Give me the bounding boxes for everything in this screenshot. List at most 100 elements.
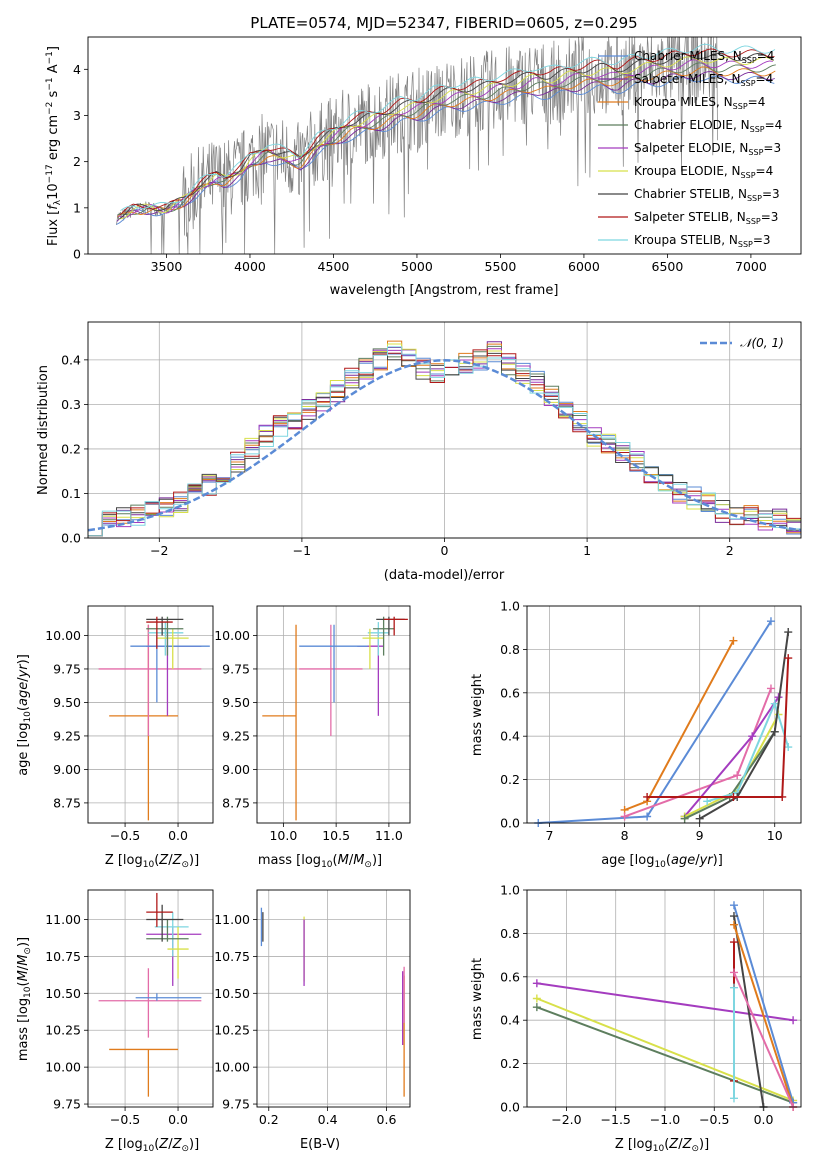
x-tick-label: 0.0 <box>168 828 188 843</box>
spectrum-ylabel: Flux [fλ10−17 erg cm−2 s−1 A−1] <box>45 46 63 246</box>
y-tick-label: 10.25 <box>45 1023 81 1038</box>
axes-frame <box>87 605 214 824</box>
x-tick-label: 7000 <box>735 259 767 274</box>
residual-grid: −2 −1 0 1 2 0.0 0.1 0.2 0.3 0.4 <box>61 322 801 558</box>
mass-ebv-panel: 0.2 0.4 0.6 9.75 10.00 10.25 10.50 10.75 11.00 E… <box>214 889 411 1152</box>
model-spectrum-line <box>117 66 776 218</box>
y-tick-label: 9.75 <box>53 661 81 676</box>
y-tick-label: 11.00 <box>214 912 250 927</box>
weight-z-panel: −2.0 −1.5 −1.0 −0.5 0.0 0.0 0.2 0.4 0.6 0.8 1.0 Z … <box>470 883 802 1154</box>
axes-frame <box>87 889 214 1108</box>
weight-line <box>733 972 795 1108</box>
legend-label: Kroupa STELIB, NSSP=3 <box>634 233 771 249</box>
weight-marker <box>729 912 738 921</box>
y-tick-label: 10.75 <box>45 949 81 964</box>
y-tick-label: 9.25 <box>222 728 250 743</box>
spectrum-ticks: 3500 4000 4500 5000 5500 6000 6500 7000 0 1 2 3 4 <box>73 62 767 274</box>
age-z-panel: −0.5 0.0 8.75 9.00 9.25 9.50 9.75 10.00 Z [log1… <box>16 605 214 870</box>
legend-normal-label: 𝒩(0, 1) <box>740 336 784 350</box>
mass-z-ylabel: mass [log10(M/M⊙)] <box>16 937 33 1061</box>
weight-line <box>733 915 765 1108</box>
x-tick-label: 0.0 <box>168 1112 188 1127</box>
y-tick-label: 9.50 <box>53 695 81 710</box>
weight-line <box>733 904 795 1103</box>
y-tick-label: 0.6 <box>500 969 520 984</box>
x-tick-label: 4500 <box>318 259 350 274</box>
x-tick-label: 10 <box>767 828 783 843</box>
weight-z-xlabel: Z [log10(Z/Z⊙)] <box>615 1137 709 1154</box>
legend-label: Kroupa ELODIE, NSSP=4 <box>634 164 773 180</box>
x-tick-label: −0.5 <box>699 1112 729 1127</box>
y-tick-label: 10.50 <box>214 986 250 1001</box>
weight-age-content: 7 8 9 10 0.0 0.2 0.4 0.6 0.8 1.0 <box>500 599 802 843</box>
x-tick-label: 0.0 <box>754 1112 774 1127</box>
model-spectrum-line <box>120 43 776 211</box>
x-tick-label: 8 <box>621 828 629 843</box>
x-tick-label: 3500 <box>151 259 183 274</box>
y-tick-label: 0.4 <box>500 1013 520 1028</box>
residual-xlabel: (data-model)/error <box>384 568 505 583</box>
x-tick-label: 0.4 <box>318 1112 338 1127</box>
age-mass-xlabel: mass [log10(M/M⊙)] <box>258 853 382 870</box>
figure-title: PLATE=0574, MJD=52347, FIBERID=0605, z=0… <box>250 14 637 32</box>
weight-marker <box>784 628 793 637</box>
axes-frame <box>526 605 802 824</box>
weight-age-xlabel: age [log10(age/yr)] <box>601 853 723 870</box>
weight-marker <box>729 938 738 947</box>
x-tick-label: 9 <box>696 828 704 843</box>
residual-histograms <box>88 340 801 537</box>
age-z-ylabel: age [log10(age/yr)] <box>16 654 33 776</box>
x-tick-label: 1 <box>583 543 591 558</box>
x-tick-label: −0.5 <box>110 828 140 843</box>
weight-marker <box>766 617 775 626</box>
weight-marker <box>703 797 712 806</box>
x-tick-label: 7 <box>546 828 554 843</box>
weight-marker <box>729 983 738 992</box>
y-tick-label: 0.1 <box>61 486 81 501</box>
weight-line <box>683 696 780 818</box>
weight-marker <box>532 994 541 1003</box>
y-tick-label: 9.75 <box>222 661 250 676</box>
weight-marker <box>729 968 738 977</box>
mass-z-xlabel: Z [log10(Z/Z⊙)] <box>105 1137 199 1154</box>
y-tick-label: 0.2 <box>61 441 81 456</box>
y-tick-label: 0 <box>73 247 81 262</box>
x-tick-label: −1.0 <box>650 1112 680 1127</box>
weight-marker <box>680 814 689 823</box>
residual-frame <box>87 321 802 539</box>
mass-z-panel: −0.5 0.0 9.75 10.00 10.25 10.50 10.75 11.00 Z [… <box>16 889 214 1154</box>
y-tick-label: 9.50 <box>222 695 250 710</box>
x-tick-label: 6500 <box>652 259 684 274</box>
y-tick-label: 0.2 <box>500 1056 520 1071</box>
y-tick-label: 2 <box>73 154 81 169</box>
weight-marker <box>532 1003 541 1012</box>
x-tick-label: 6000 <box>568 259 600 274</box>
model-spectrum-line <box>118 56 774 220</box>
x-tick-label: 5000 <box>401 259 433 274</box>
y-tick-label: 4 <box>73 62 81 77</box>
weight-marker <box>733 771 742 780</box>
y-tick-label: 9.00 <box>222 762 250 777</box>
weight-marker <box>770 727 779 736</box>
y-tick-label: 0.8 <box>500 926 520 941</box>
y-tick-label: 10.00 <box>214 628 250 643</box>
residual-legend: 𝒩(0, 1) <box>700 336 784 350</box>
y-tick-label: 0.4 <box>61 352 81 367</box>
spectrum-legend: Chabrier MILES, NSSP=4 Salpeter MILES, NS… <box>598 49 782 249</box>
weight-marker <box>778 792 787 801</box>
weight-line <box>699 631 790 820</box>
y-tick-label: 3 <box>73 108 81 123</box>
x-tick-label: −1 <box>293 543 311 558</box>
y-tick-label: 10.00 <box>214 1060 250 1075</box>
weight-marker <box>695 814 704 823</box>
y-tick-label: 8.75 <box>53 795 81 810</box>
y-tick-label: 1.0 <box>500 883 520 898</box>
x-tick-label: 0 <box>441 543 449 558</box>
y-tick-label: 9.25 <box>53 728 81 743</box>
legend-label: Salpeter STELIB, NSSP=3 <box>634 210 778 226</box>
weight-marker <box>766 684 775 693</box>
legend-label: Chabrier MILES, NSSP=4 <box>634 49 774 65</box>
weight-marker <box>729 920 738 929</box>
weight-marker <box>784 654 793 663</box>
weight-marker <box>643 792 652 801</box>
